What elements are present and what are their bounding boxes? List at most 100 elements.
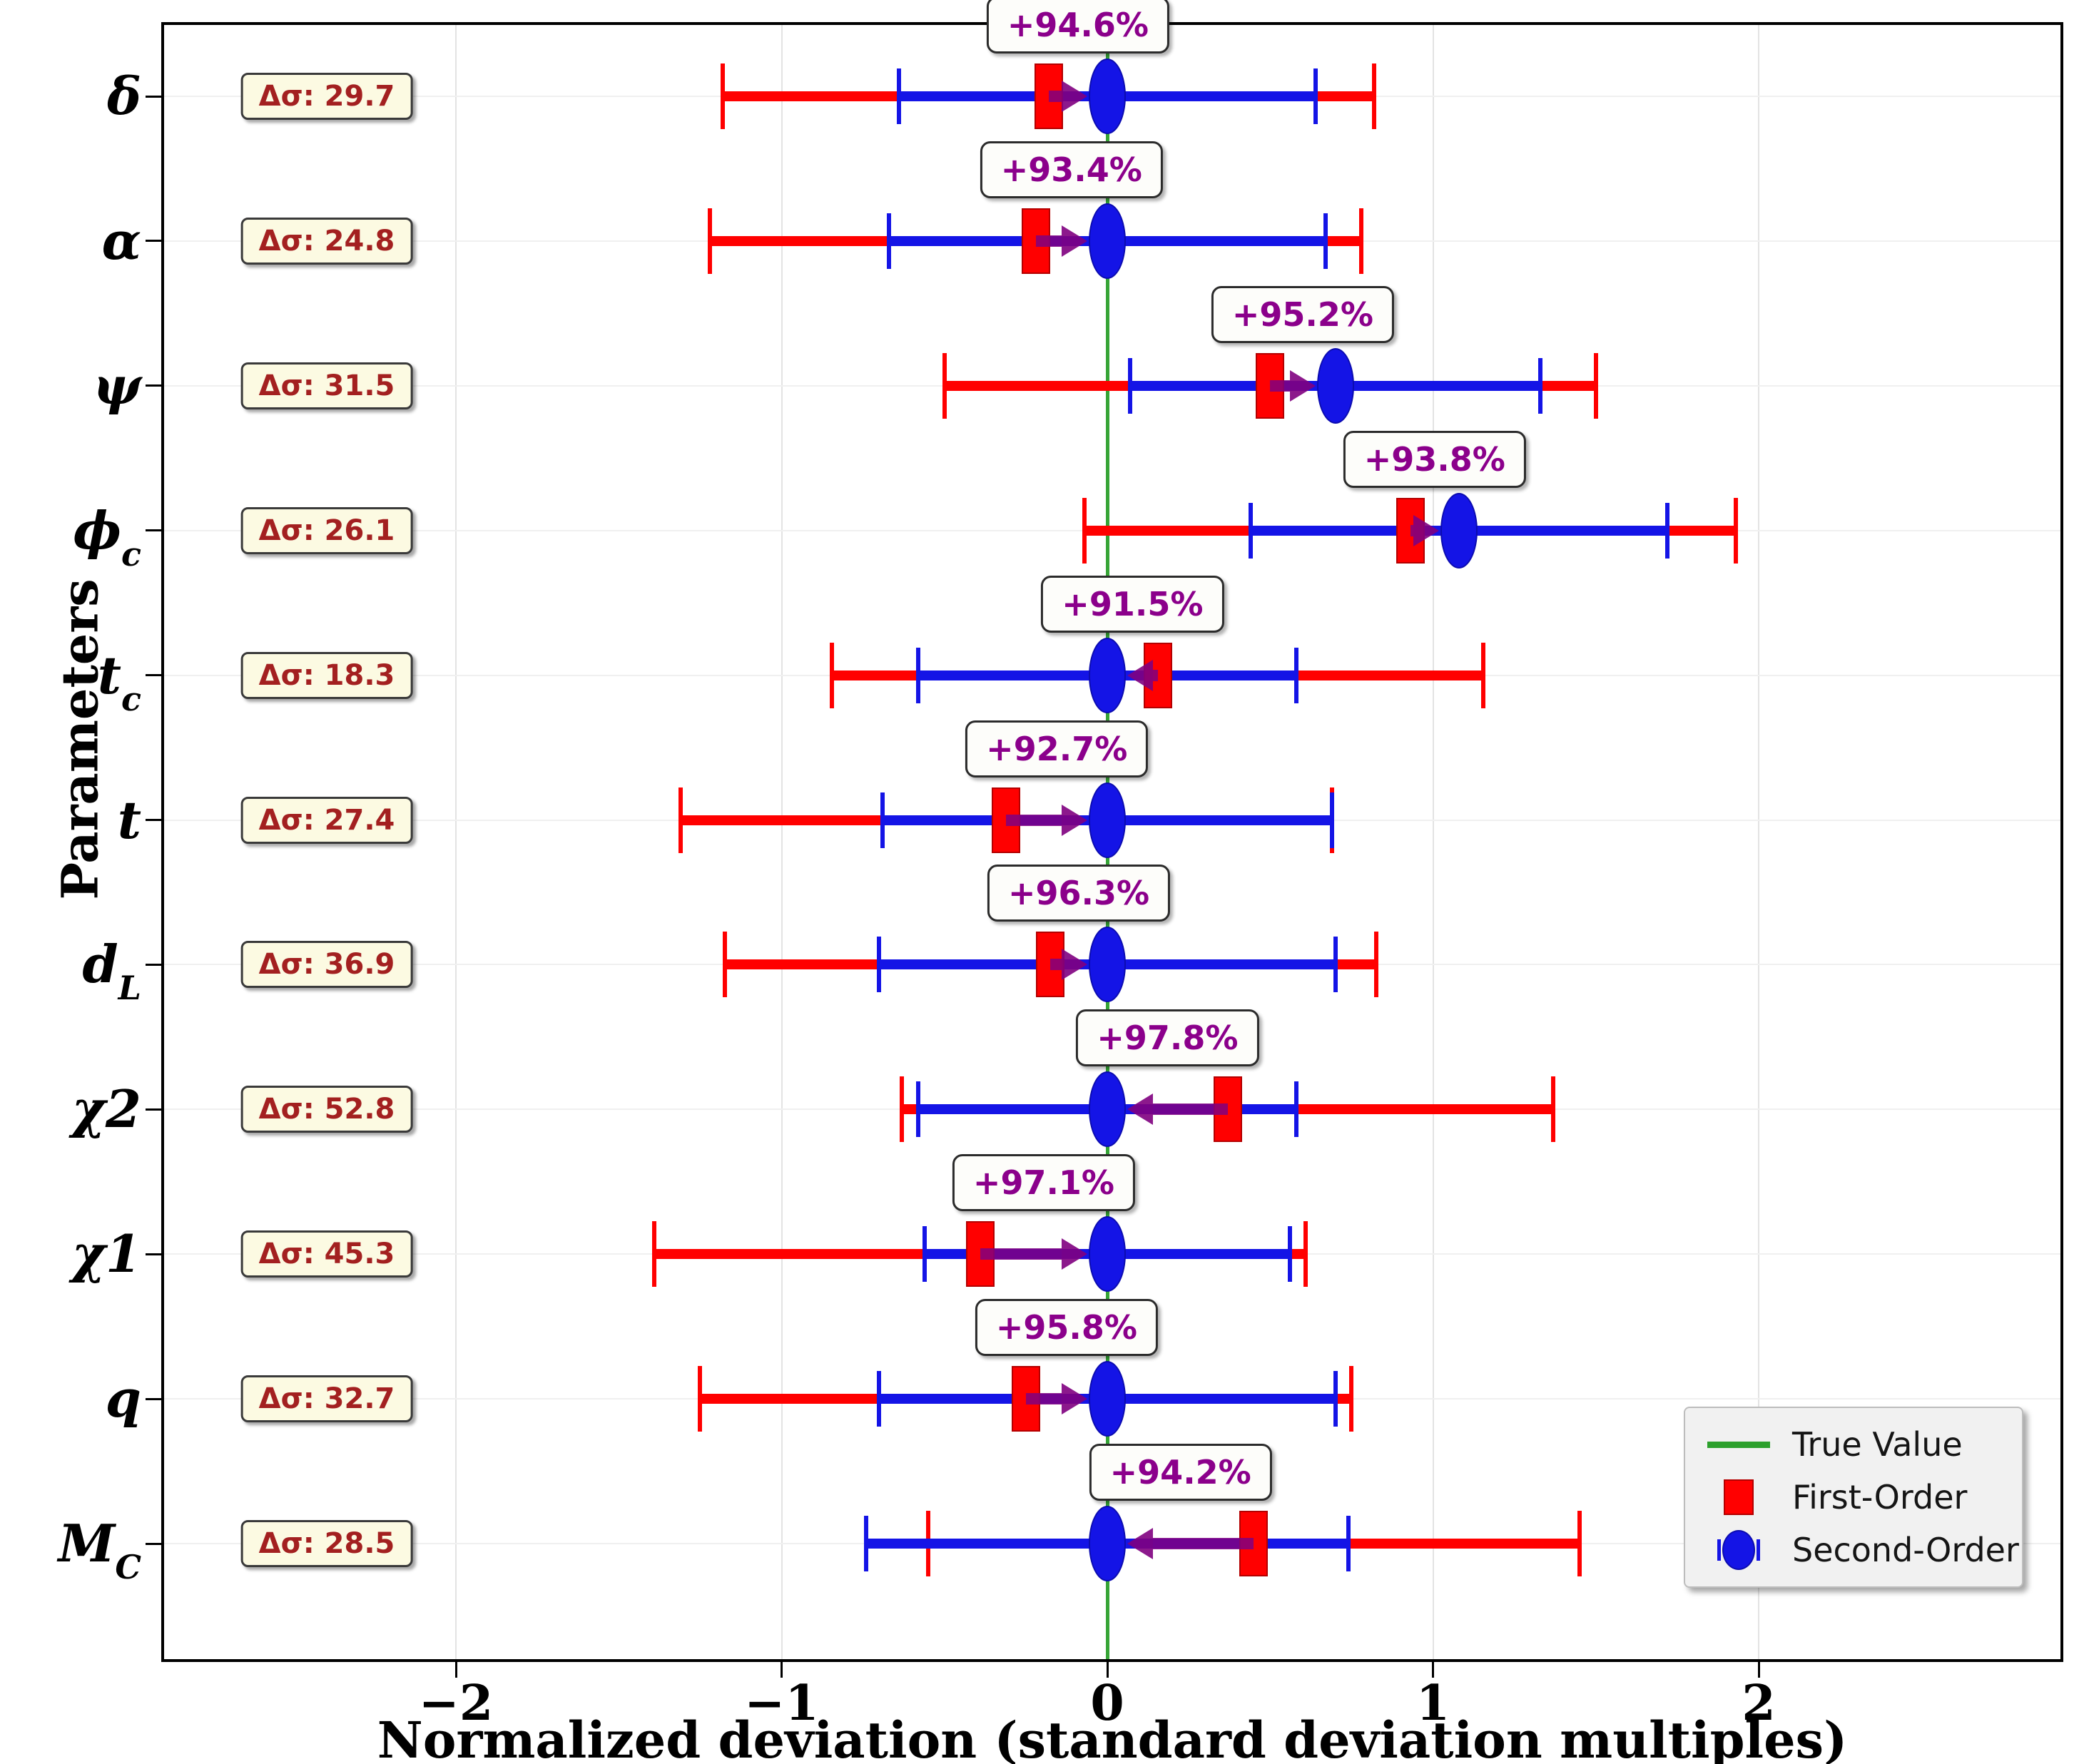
second-order-cap <box>1538 357 1543 414</box>
first-order-cap <box>1349 1366 1354 1432</box>
param-symbol: δ <box>106 66 141 126</box>
second-order-cap <box>1665 502 1670 559</box>
x-tick-label: 0 <box>1090 1675 1124 1732</box>
first-order-cap <box>1593 352 1598 419</box>
legend: True Value First-Order Second-Order <box>1684 1407 2023 1588</box>
second-order-cap <box>896 68 901 124</box>
x-tick-label: 2 <box>1742 1675 1776 1732</box>
x-tick <box>1432 1662 1434 1678</box>
first-order-cap <box>652 1221 657 1288</box>
x-tick-label: −2 <box>418 1675 494 1732</box>
delta-sigma-label: Δσ: 26.1 <box>240 506 413 554</box>
y-tick <box>146 240 161 243</box>
legend-item-second-order: Second-Order <box>1685 1529 2022 1571</box>
second-order-cap <box>1313 68 1318 124</box>
param-subscript: L <box>118 969 141 1008</box>
improvement-arrow-head <box>1413 514 1440 546</box>
improvement-arrow-head <box>1062 225 1087 257</box>
second-order-marker <box>1089 1216 1126 1293</box>
y-tick <box>146 95 161 98</box>
first-order-cap <box>678 787 683 853</box>
improvement-arrow-line <box>1035 235 1062 247</box>
param-label: ψ <box>0 350 141 422</box>
second-order-cap <box>1329 792 1334 848</box>
improvement-arrow-line <box>1048 91 1062 102</box>
x-axis-title: Normalized deviation (standard deviation… <box>377 1711 1848 1764</box>
first-order-cap <box>698 1366 703 1432</box>
first-order-cap <box>721 63 726 129</box>
param-label: MC <box>0 1508 141 1586</box>
first-order-cap <box>1359 208 1364 274</box>
param-label: dL <box>0 929 141 1007</box>
param-label: ϕc <box>0 495 141 573</box>
improvement-label: +92.7% <box>965 720 1149 778</box>
x-tick-label: −1 <box>744 1675 819 1732</box>
delta-sigma-label: Δσ: 52.8 <box>240 1086 413 1133</box>
improvement-arrow-head <box>1127 1093 1153 1126</box>
improvement-arrow-line <box>1025 1393 1062 1405</box>
improvement-arrow-head <box>1062 1383 1087 1415</box>
improvement-arrow-line <box>1153 1538 1254 1549</box>
y-tick <box>146 963 161 966</box>
first-order-cap <box>1372 63 1377 129</box>
y-tick <box>146 1253 161 1255</box>
param-subscript: c <box>121 679 141 718</box>
y-tick <box>146 1397 161 1400</box>
improvement-arrow-head <box>1062 949 1087 981</box>
first-order-cap <box>1373 932 1378 998</box>
improvement-label: +91.5% <box>1041 575 1224 633</box>
improvement-arrow-head <box>1062 81 1087 112</box>
delta-sigma-label: Δσ: 28.5 <box>240 1520 413 1567</box>
param-label: q <box>0 1363 141 1434</box>
improvement-arrow-line <box>1006 814 1062 826</box>
vertical-gridline <box>455 25 457 1662</box>
param-label: α <box>0 205 141 277</box>
legend-item-true-value: True Value <box>1685 1423 2022 1466</box>
x-tick <box>1106 1662 1109 1678</box>
improvement-label: +93.4% <box>980 141 1163 198</box>
legend-item-first-order: First-Order <box>1685 1476 2022 1519</box>
second-order-cap <box>916 647 921 703</box>
second-order-cap <box>1287 1226 1292 1283</box>
blue-circle-icon <box>1685 1530 1792 1570</box>
second-order-marker <box>1089 1071 1126 1148</box>
improvement-label: +93.8% <box>1343 430 1526 488</box>
param-label: δ <box>0 61 141 132</box>
first-order-cap <box>708 208 713 274</box>
second-order-marker <box>1089 927 1126 1003</box>
delta-sigma-label: Δσ: 45.3 <box>240 1230 413 1278</box>
param-symbol: d <box>82 934 118 995</box>
delta-sigma-label: Δσ: 29.7 <box>240 73 413 120</box>
delta-sigma-label: Δσ: 36.9 <box>240 941 413 989</box>
improvement-label: +94.6% <box>986 0 1169 53</box>
improvement-arrow-line <box>1270 379 1290 392</box>
improvement-arrow-head <box>1062 1238 1087 1270</box>
vertical-gridline <box>1758 25 1759 1662</box>
param-symbol: χ1 <box>71 1223 141 1285</box>
second-order-cap <box>1293 1081 1298 1138</box>
improvement-label: +97.8% <box>1076 1009 1259 1067</box>
param-label: χ2 <box>0 1074 141 1145</box>
second-order-cap <box>864 1516 869 1571</box>
first-order-cap <box>1481 642 1486 708</box>
improvement-label: +97.1% <box>952 1154 1136 1212</box>
delta-sigma-label: Δσ: 32.7 <box>240 1375 413 1423</box>
second-order-cap <box>880 792 885 848</box>
second-order-marker <box>1440 492 1478 569</box>
param-label: t <box>0 785 141 856</box>
first-order-cap <box>900 1076 905 1143</box>
second-order-cap <box>887 213 892 269</box>
second-order-cap <box>877 1371 882 1427</box>
second-order-cap <box>1127 357 1132 414</box>
vertical-gridline <box>781 25 783 1662</box>
delta-sigma-label: Δσ: 27.4 <box>240 796 413 844</box>
second-order-cap <box>1333 1371 1338 1427</box>
y-tick <box>146 1542 161 1545</box>
improvement-label: +95.2% <box>1211 285 1394 343</box>
first-order-cap <box>942 352 947 419</box>
x-tick <box>1757 1662 1760 1678</box>
param-label: χ1 <box>0 1218 141 1290</box>
x-tick <box>454 1662 457 1678</box>
improvement-label: +95.8% <box>975 1299 1159 1357</box>
first-order-cap <box>1082 497 1087 564</box>
